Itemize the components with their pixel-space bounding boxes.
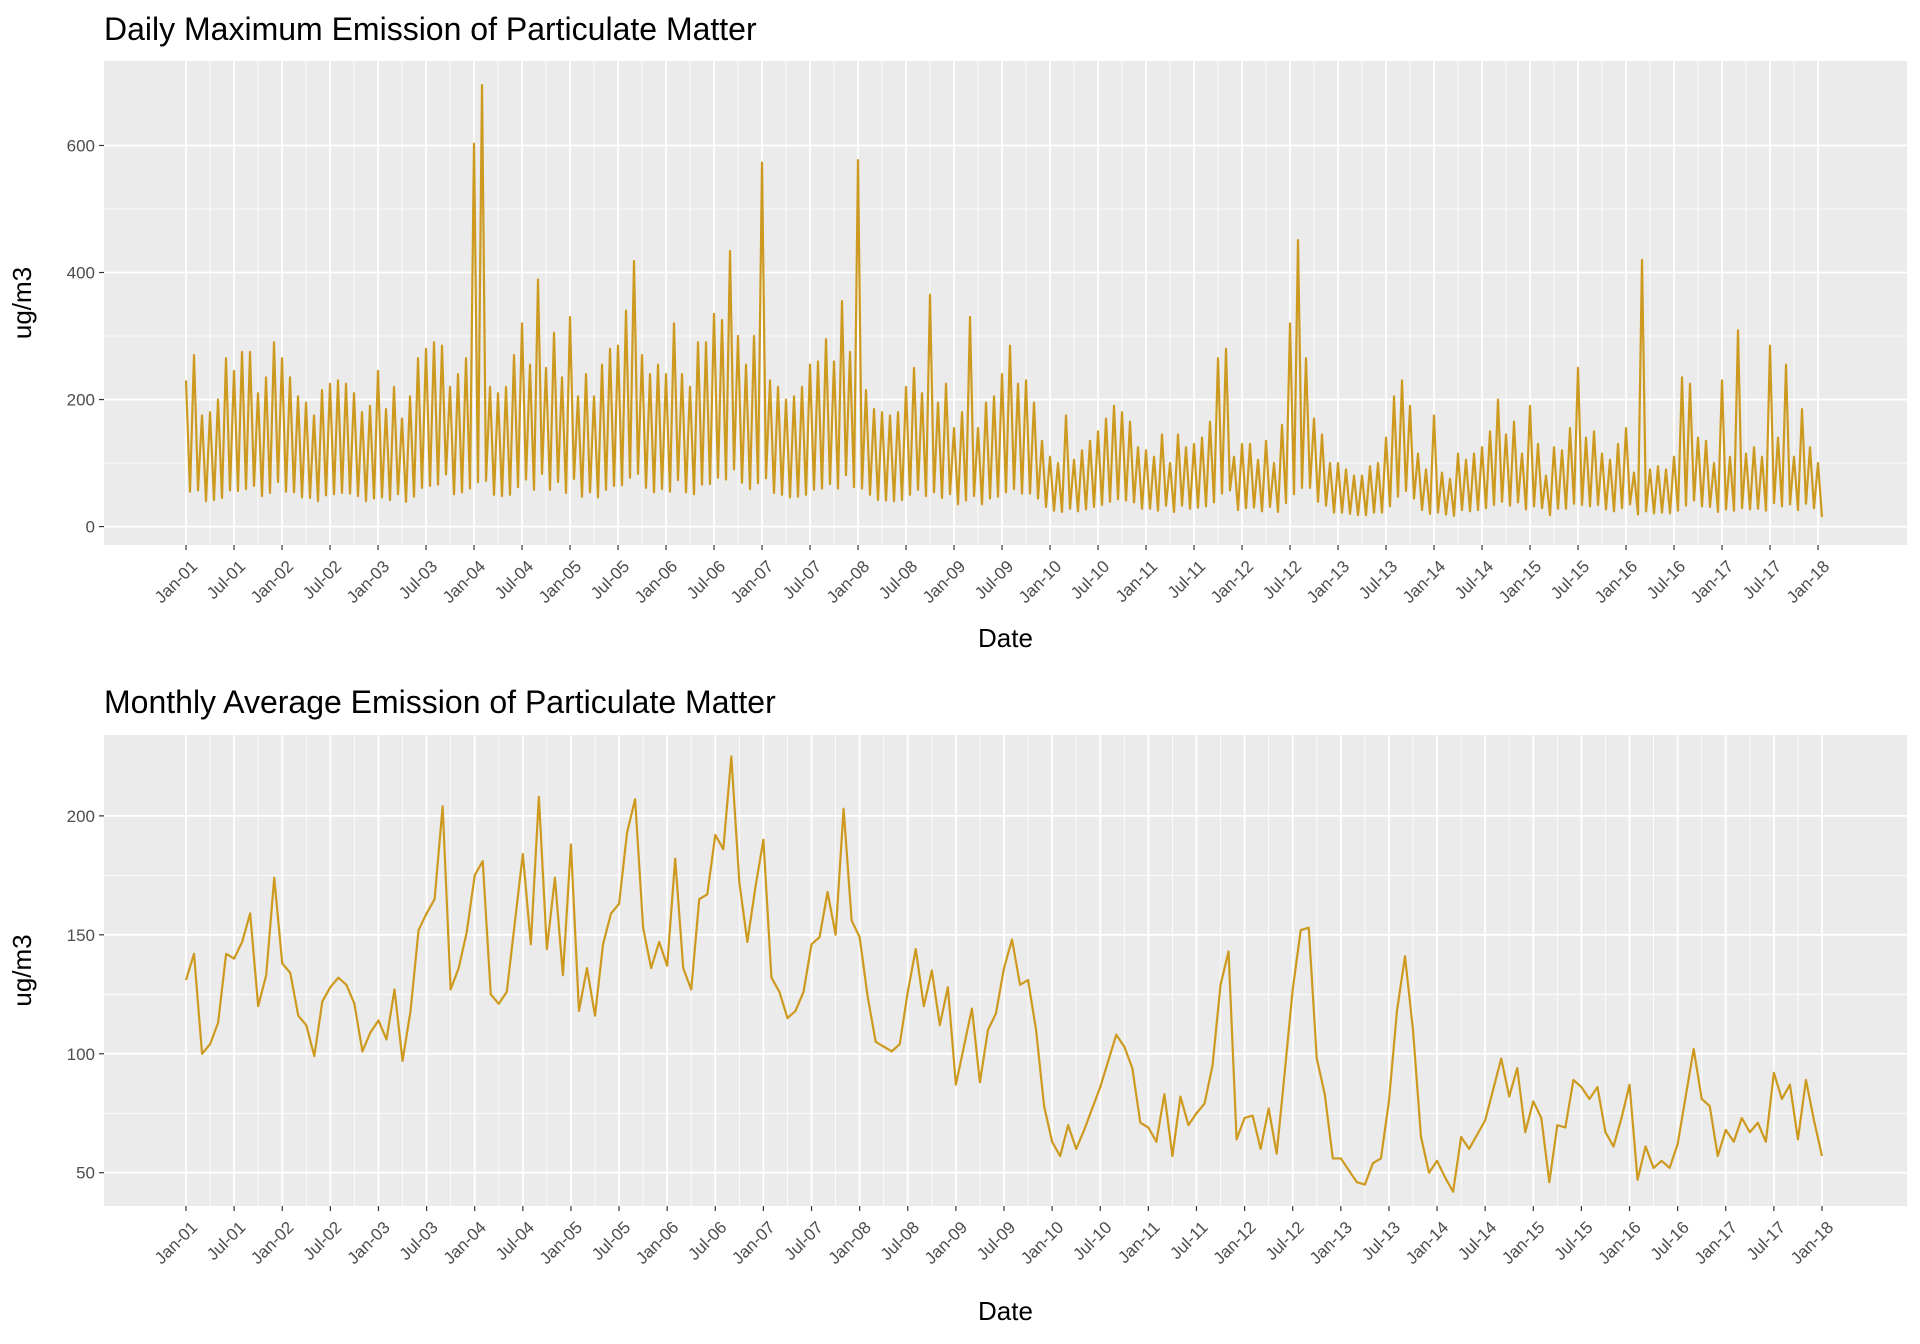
x-tick-label: Jul-01 <box>203 1218 249 1264</box>
x-tick-label: Jan-16 <box>1591 557 1641 607</box>
data-line <box>184 755 1824 1193</box>
y-tick-label: 400 <box>67 264 95 283</box>
x-tick-label: Jan-05 <box>536 1218 586 1268</box>
x-tick-label: Jan-15 <box>1498 1218 1548 1268</box>
data-line <box>184 84 1824 518</box>
x-tick-label: Jul-05 <box>587 557 633 603</box>
x-tick-label: Jan-08 <box>823 557 873 607</box>
x-tick-label: Jan-18 <box>1783 557 1833 607</box>
x-tick-label: Jul-14 <box>1451 557 1497 603</box>
x-tick-label: Jul-12 <box>1262 1218 1308 1264</box>
x-tick-label: Jul-09 <box>973 1218 1019 1264</box>
x-tick-label: Jan-16 <box>1595 1218 1645 1268</box>
y-tick-label: 150 <box>67 926 95 945</box>
x-tick-label: Jan-17 <box>1687 557 1737 607</box>
x-tick-label: Jul-04 <box>491 557 537 603</box>
x-tick-label: Jul-12 <box>1259 557 1305 603</box>
x-tick-label: Jan-09 <box>921 1218 971 1268</box>
x-tick-label: Jul-08 <box>877 1218 923 1264</box>
x-tick-label: Jan-11 <box>1114 1218 1163 1267</box>
x-tick-label: Jul-06 <box>683 557 729 603</box>
x-tick-label: Jan-15 <box>1495 557 1545 607</box>
y-tick-label: 200 <box>67 391 95 410</box>
panel-background <box>104 735 1907 1206</box>
y-tick-label: 200 <box>67 807 95 826</box>
x-tick-label: Jan-01 <box>151 1218 201 1268</box>
x-tick-label: Jul-10 <box>1069 1218 1115 1264</box>
x-tick-label: Jul-11 <box>1164 557 1209 602</box>
x-tick-label: Jan-05 <box>535 557 585 607</box>
x-tick-label: Jan-09 <box>919 557 969 607</box>
x-tick-label: Jul-06 <box>684 1218 730 1264</box>
y-axis-title: ug/m3 <box>7 934 37 1006</box>
x-tick-label: Jan-06 <box>631 557 681 607</box>
x-tick-label: Jul-13 <box>1355 557 1401 603</box>
x-tick-label: Jul-07 <box>779 557 825 603</box>
x-tick-label: Jul-03 <box>395 557 441 603</box>
x-tick-label: Jan-03 <box>344 1218 394 1268</box>
x-tick-label: Jan-12 <box>1210 1218 1260 1268</box>
x-tick-label: Jul-04 <box>492 1218 538 1264</box>
x-tick-label: Jul-05 <box>588 1218 634 1264</box>
chart-title: Daily Maximum Emission of Particulate Ma… <box>104 11 757 47</box>
x-tick-label: Jan-02 <box>247 1218 297 1268</box>
x-tick-label: Jul-11 <box>1166 1218 1211 1263</box>
x-tick-label: Jan-06 <box>632 1218 682 1268</box>
x-tick-label: Jan-13 <box>1303 557 1353 607</box>
y-tick-label: 50 <box>76 1164 95 1183</box>
x-tick-label: Jan-13 <box>1306 1218 1356 1268</box>
x-tick-label: Jul-01 <box>203 557 249 603</box>
x-axis-title: Date <box>978 623 1033 653</box>
x-tick-label: Jul-10 <box>1067 557 1113 603</box>
x-tick-label: Jul-14 <box>1454 1218 1500 1264</box>
x-tick-label: Jan-10 <box>1017 1218 1067 1268</box>
x-tick-label: Jan-04 <box>439 557 489 607</box>
x-tick-label: Jan-03 <box>343 557 393 607</box>
x-tick-label: Jul-16 <box>1647 1218 1693 1264</box>
x-tick-label: Jul-07 <box>781 1218 827 1264</box>
x-tick-label: Jan-01 <box>151 557 201 607</box>
x-tick-label: Jan-04 <box>440 1218 490 1268</box>
x-tick-label: Jan-07 <box>727 557 777 607</box>
x-tick-label: Jul-17 <box>1743 1218 1789 1264</box>
x-tick-label: Jul-02 <box>299 557 345 603</box>
x-tick-label: Jul-17 <box>1739 557 1785 603</box>
y-axis-title: ug/m3 <box>7 267 37 339</box>
x-axis-title: Date <box>978 1296 1033 1326</box>
x-tick-label: Jul-02 <box>299 1218 345 1264</box>
x-tick-label: Jan-02 <box>247 557 297 607</box>
x-tick-label: Jul-16 <box>1643 557 1689 603</box>
x-tick-label: Jul-13 <box>1358 1218 1404 1264</box>
x-tick-label: Jan-18 <box>1787 1218 1837 1268</box>
x-tick-label: Jan-11 <box>1112 557 1161 606</box>
x-tick-label: Jan-14 <box>1399 557 1449 607</box>
x-tick-label: Jan-14 <box>1402 1218 1452 1268</box>
x-tick-label: Jan-17 <box>1691 1218 1741 1268</box>
x-tick-label: Jan-07 <box>728 1218 778 1268</box>
x-tick-label: Jan-08 <box>825 1218 875 1268</box>
x-tick-label: Jul-09 <box>971 557 1017 603</box>
x-tick-label: Jul-03 <box>396 1218 442 1264</box>
y-tick-label: 100 <box>67 1045 95 1064</box>
x-tick-label: Jan-10 <box>1015 557 1065 607</box>
y-tick-label: 0 <box>86 518 95 537</box>
x-tick-label: Jul-08 <box>875 557 921 603</box>
y-tick-label: 600 <box>67 136 95 155</box>
x-tick-label: Jul-15 <box>1550 1218 1596 1264</box>
x-tick-label: Jan-12 <box>1207 557 1257 607</box>
x-tick-label: Jul-15 <box>1547 557 1593 603</box>
chart-title: Monthly Average Emission of Particulate … <box>104 684 776 720</box>
